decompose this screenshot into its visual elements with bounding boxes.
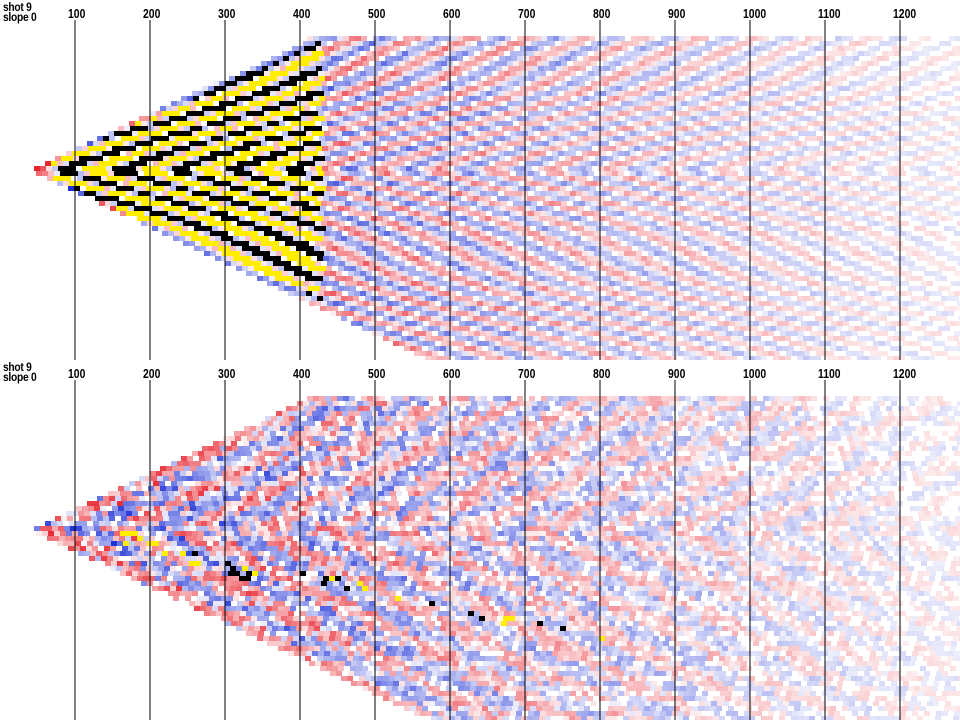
top-panel: shot 9 slope 0 100 200 300 400 500 600 700 800 9… — [3, 0, 960, 360]
tick-label-700: 700 — [518, 6, 536, 21]
tick-label-1000: 1000 — [743, 6, 767, 21]
top-seismic-image — [34, 20, 960, 360]
tick-label-800: 800 — [593, 6, 611, 21]
tick-label-200: 200 — [143, 366, 161, 381]
tick-label-400: 400 — [293, 6, 311, 21]
tick-label-400: 400 — [293, 366, 311, 381]
tick-label-500: 500 — [368, 366, 386, 381]
tick-label-200: 200 — [143, 6, 161, 21]
bottom-shot-label: shot 9 — [3, 360, 32, 374]
top-panel-label: shot 9 slope 0 — [3, 0, 42, 24]
bottom-panel-label: shot 9 slope 0 — [3, 360, 42, 384]
tick-label-600: 600 — [443, 6, 461, 21]
bottom-panel: shot 9 slope 0 100 200 300 400 500 600 700 800 9… — [0, 360, 960, 720]
top-slope-label: slope 0 — [3, 10, 37, 24]
tick-label-900: 900 — [668, 6, 686, 21]
tick-label-600: 600 — [443, 366, 461, 381]
tick-label-100: 100 — [68, 366, 86, 381]
tick-label-1100: 1100 — [818, 6, 841, 21]
tick-label-1200: 1200 — [893, 366, 917, 381]
tick-label-100: 100 — [68, 6, 86, 21]
tick-label-900: 900 — [668, 366, 686, 381]
tick-label-800: 800 — [593, 366, 611, 381]
tick-label-700: 700 — [518, 366, 536, 381]
top-shot-label: shot 9 — [3, 0, 32, 14]
tick-label-1000: 1000 — [743, 366, 767, 381]
tick-label-500: 500 — [368, 6, 386, 21]
tick-label-1200: 1200 — [893, 6, 917, 21]
tick-label-300: 300 — [218, 6, 236, 21]
tick-label-1100: 1100 — [818, 366, 841, 381]
bottom-slope-label: slope 0 — [3, 370, 37, 384]
bottom-seismic-image — [34, 380, 960, 720]
tick-label-300: 300 — [218, 366, 236, 381]
